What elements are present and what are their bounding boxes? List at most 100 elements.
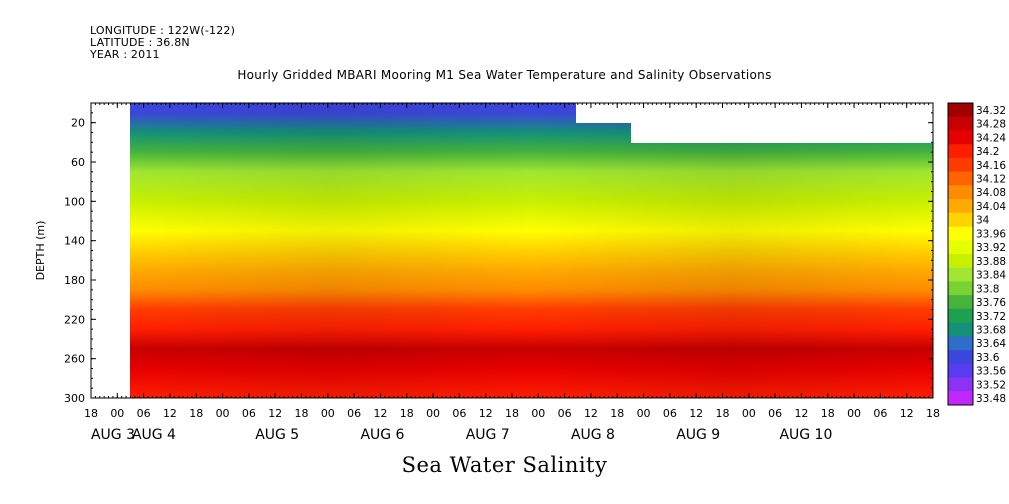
colorbar-swatch — [948, 295, 973, 310]
colorbar-label: 34.32 — [976, 105, 1006, 117]
x-hour-label: 18 — [84, 407, 98, 420]
colorbar-swatch — [948, 322, 973, 337]
x-date-label: AUG 7 — [466, 427, 510, 443]
x-hour-label: 12 — [268, 407, 282, 420]
colorbar-label: 34.28 — [976, 119, 1006, 131]
x-hour-label: 00 — [216, 407, 230, 420]
colorbar-label: 33.6 — [976, 352, 1000, 364]
colorbar-swatch — [948, 308, 973, 324]
y-tick-label: 300 — [64, 392, 85, 405]
x-hour-label: 18 — [295, 407, 309, 420]
colorbar-swatch — [948, 130, 973, 145]
colorbar-label: 33.52 — [976, 379, 1006, 391]
x-hour-label: 12 — [794, 407, 808, 420]
colorbar-swatch — [948, 377, 973, 392]
axes: 18 00 06 12 18 00 06 12 18 00 06 12 18 00 06 12 18 00 06 12… — [34, 102, 940, 443]
x-hour-label: 00 — [110, 407, 124, 420]
colorbar-swatch — [948, 363, 973, 379]
colorbar-swatch — [948, 240, 973, 255]
footer-title: Sea Water Salinity — [401, 453, 608, 477]
x-hour-label: 18 — [716, 407, 730, 420]
x-hour-label: 12 — [479, 407, 493, 420]
x-date-label: AUG 8 — [571, 427, 615, 443]
colorbar-swatch — [948, 254, 973, 269]
colorbar-swatch — [948, 171, 973, 186]
colorbar-swatch — [948, 116, 973, 131]
x-hour-label: 00 — [637, 407, 651, 420]
colorbar-swatch — [948, 336, 973, 351]
colorbar-swatch — [948, 350, 973, 365]
x-hour-label: 00 — [531, 407, 545, 420]
x-date-label: AUG 9 — [676, 427, 720, 443]
colorbar-label: 33.64 — [976, 338, 1006, 350]
colorbar-swatch — [948, 199, 973, 214]
y-tick-label: 180 — [64, 274, 85, 287]
x-hour-label: 06 — [558, 407, 572, 420]
colorbar-label: 33.92 — [976, 242, 1006, 254]
colorbar-label: 34.16 — [976, 160, 1006, 172]
x-hour-label: 12 — [900, 407, 914, 420]
longitude-label: LONGITUDE : 122W(-122) — [90, 24, 236, 37]
colorbar-swatch — [948, 157, 973, 173]
x-date-label: AUG 6 — [360, 427, 404, 443]
x-hour-label: 18 — [821, 407, 835, 420]
colorbar-label: 33.48 — [976, 393, 1006, 405]
colorbar-swatch — [948, 212, 973, 228]
x-hour-label: 00 — [426, 407, 440, 420]
colorbar-label: 33.88 — [976, 256, 1006, 268]
latitude-label: LATITUDE : 36.8N — [90, 36, 190, 49]
y-tick-label: 260 — [64, 353, 85, 366]
y-tick-label: 140 — [64, 235, 85, 248]
x-hour-label: 12 — [689, 407, 703, 420]
x-hour-label: 06 — [663, 407, 677, 420]
colorbar-label: 34.04 — [976, 201, 1006, 213]
colorbar-label: 33.76 — [976, 297, 1006, 309]
y-axis-label: DEPTH (m) — [34, 221, 47, 281]
x-hour-label: 18 — [400, 407, 414, 420]
x-hour-label: 12 — [163, 407, 177, 420]
colorbar-swatch — [948, 391, 973, 406]
x-hour-label: 12 — [373, 407, 387, 420]
x-hour-label: 00 — [847, 407, 861, 420]
plot-area — [130, 103, 933, 398]
x-date-label: AUG 3 — [91, 427, 135, 443]
chart-title: Hourly Gridded MBARI Mooring M1 Sea Wate… — [237, 68, 772, 82]
colorbar-label: 34 — [976, 215, 990, 227]
colorbar-label: 34.12 — [976, 174, 1006, 186]
x-hour-label: 06 — [768, 407, 782, 420]
colorbar-swatch — [948, 103, 973, 118]
colorbar-swatch — [948, 144, 973, 159]
x-hour-label: 00 — [742, 407, 756, 420]
y-tick-label: 60 — [71, 156, 85, 169]
y-tick-label: 20 — [71, 117, 85, 130]
x-hour-label: 00 — [321, 407, 335, 420]
colorbar-swatch — [948, 267, 973, 282]
colorbar-label: 33.8 — [976, 283, 999, 295]
x-hour-label: 12 — [584, 407, 598, 420]
x-hour-label: 06 — [347, 407, 361, 420]
colorbar-label: 33.56 — [976, 366, 1006, 378]
x-hour-label: 06 — [452, 407, 466, 420]
missing-data-region — [576, 103, 933, 143]
x-hour-label: 18 — [610, 407, 624, 420]
x-hour-label: 06 — [137, 407, 151, 420]
colorbar-frame — [947, 102, 974, 406]
colorbar-swatch — [948, 281, 973, 296]
x-date-label: AUG 4 — [132, 427, 176, 443]
colorbar-label: 33.72 — [976, 311, 1006, 323]
colorbar-label: 33.68 — [976, 325, 1006, 337]
colorbar-label: 33.96 — [976, 228, 1006, 240]
x-hour-label: 06 — [873, 407, 887, 420]
colorbar-label: 34.24 — [976, 132, 1006, 144]
x-hour-label: 18 — [505, 407, 519, 420]
year-label: YEAR : 2011 — [90, 48, 160, 61]
colorbar-swatch — [948, 185, 973, 200]
colorbar-label: 34.2 — [976, 146, 999, 158]
x-hour-label: 18 — [926, 407, 940, 420]
colorbar-swatch — [948, 226, 973, 241]
x-hour-label: 18 — [189, 407, 203, 420]
salinity-variation — [130, 103, 933, 398]
x-date-label: AUG 5 — [255, 427, 299, 443]
